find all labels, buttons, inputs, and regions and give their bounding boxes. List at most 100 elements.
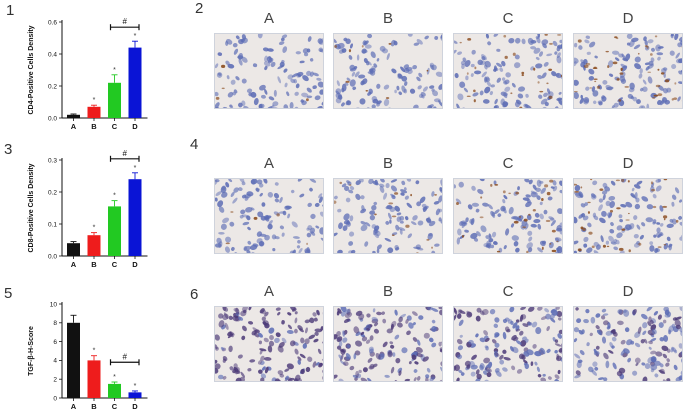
cell-nucleus <box>390 323 394 330</box>
cell-nucleus <box>617 320 624 326</box>
brown-stain-spot <box>548 95 553 99</box>
col-label-d-row2: D <box>622 10 634 27</box>
cell-nucleus <box>590 316 596 324</box>
category-label-A: A <box>71 122 77 131</box>
cell-nucleus <box>297 359 301 365</box>
cell-nucleus <box>341 102 345 107</box>
cell-nucleus <box>417 220 424 226</box>
cell-nucleus <box>284 368 290 372</box>
cell-nucleus <box>235 76 240 81</box>
cell-nucleus <box>365 339 371 344</box>
cell-nucleus <box>218 231 225 235</box>
cell-nucleus <box>407 34 413 37</box>
cell-nucleus <box>403 64 410 70</box>
cell-nucleus <box>440 366 442 373</box>
cell-nucleus <box>535 56 540 61</box>
cell-nucleus <box>399 228 403 235</box>
cell-nucleus <box>360 224 368 232</box>
cell-nucleus <box>429 64 435 70</box>
cell-nucleus <box>605 240 610 245</box>
cell-nucleus <box>334 195 338 200</box>
brown-stain-spot <box>512 52 516 56</box>
brown-stain-spot <box>618 99 622 102</box>
cell-nucleus <box>648 340 653 345</box>
cell-nucleus <box>454 184 456 189</box>
brown-stain-spot <box>616 207 621 210</box>
cell-nucleus <box>616 232 623 239</box>
cell-nucleus <box>470 73 474 77</box>
cell-nucleus <box>411 354 417 360</box>
cell-nucleus <box>633 184 641 189</box>
cell-nucleus <box>355 340 363 347</box>
cell-nucleus <box>369 363 375 369</box>
category-label-B: B <box>91 260 97 269</box>
cell-nucleus <box>404 378 411 381</box>
chart-tgf-beta-score: TGF-β-H-Score 0 2 4 6 8 10 A * B * C * D # <box>20 292 170 420</box>
cell-nucleus <box>376 102 381 107</box>
cell-nucleus <box>215 344 218 350</box>
cell-nucleus <box>557 208 562 215</box>
cell-nucleus <box>267 106 273 108</box>
cell-nucleus <box>679 221 682 226</box>
brown-stain-spot <box>276 213 280 217</box>
cell-nucleus <box>596 244 601 250</box>
cell-nucleus <box>458 310 466 315</box>
cell-nucleus <box>671 63 677 70</box>
cell-nucleus <box>355 180 361 186</box>
cell-nucleus <box>264 311 269 317</box>
cell-nucleus <box>487 204 493 210</box>
cell-nucleus <box>625 201 633 208</box>
brown-stain-spot <box>537 81 540 84</box>
cell-nucleus <box>334 232 338 237</box>
cell-nucleus <box>467 204 473 210</box>
cell-nucleus <box>419 196 426 204</box>
cell-nucleus <box>618 214 623 219</box>
brown-stain-spot <box>609 209 614 213</box>
brown-stain-spot <box>582 227 586 231</box>
brown-stain-spot <box>528 213 531 216</box>
cell-nucleus <box>656 227 661 234</box>
cell-nucleus <box>590 193 596 198</box>
col-label-a-row4: A <box>263 155 274 172</box>
cell-nucleus <box>585 308 590 314</box>
cell-nucleus <box>560 343 562 348</box>
brown-stain-spot <box>532 209 536 212</box>
brown-stain-spot <box>644 45 648 48</box>
cell-nucleus <box>259 348 267 352</box>
cell-nucleus <box>547 91 554 98</box>
brown-stain-spot <box>602 244 606 248</box>
cell-nucleus <box>222 307 227 312</box>
cell-nucleus <box>220 223 227 230</box>
cell-nucleus <box>222 376 227 380</box>
cell-nucleus <box>337 42 345 49</box>
cell-nucleus <box>634 192 638 200</box>
cell-nucleus <box>220 346 225 351</box>
cell-nucleus <box>543 209 548 215</box>
cell-nucleus <box>556 225 562 231</box>
cell-nucleus <box>652 219 657 224</box>
cell-nucleus <box>364 241 369 247</box>
cell-nucleus <box>574 42 578 48</box>
cell-nucleus <box>659 223 664 227</box>
cell-nucleus <box>556 310 562 318</box>
cell-nucleus <box>555 72 562 79</box>
cell-nucleus <box>574 184 581 192</box>
cell-nucleus <box>318 362 323 367</box>
cell-nucleus <box>466 310 472 317</box>
cell-nucleus <box>427 307 433 311</box>
cell-nucleus <box>336 80 340 87</box>
cell-nucleus <box>554 343 562 347</box>
cell-nucleus <box>426 67 430 75</box>
cell-nucleus <box>277 345 284 353</box>
micrograph-row4-b <box>333 178 443 254</box>
cell-nucleus <box>613 239 618 243</box>
cell-nucleus <box>544 308 550 313</box>
cell-nucleus <box>479 310 485 316</box>
cell-nucleus <box>599 217 606 224</box>
brown-stain-spot <box>365 89 369 92</box>
cell-nucleus <box>457 51 463 55</box>
cell-nucleus <box>264 88 268 95</box>
cell-nucleus <box>299 60 305 64</box>
cell-nucleus <box>601 96 607 102</box>
cell-nucleus <box>374 179 378 185</box>
